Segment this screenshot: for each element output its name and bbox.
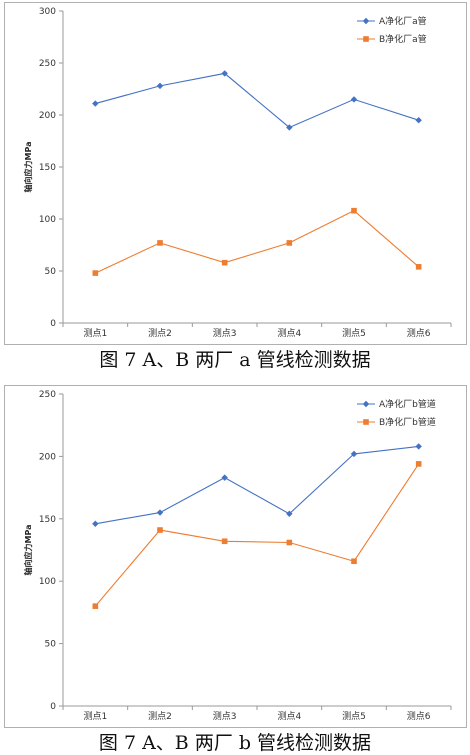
y-tick-label: 0 (50, 702, 56, 712)
y-tick-label: 300 (39, 7, 56, 17)
x-tick-label: 测点2 (148, 328, 172, 339)
series-line-2 (95, 210, 420, 274)
data-point (221, 259, 228, 266)
data-point (156, 509, 164, 516)
data-point (92, 520, 99, 527)
data-point (221, 538, 228, 545)
legend-label: A净化厂b管道 (379, 398, 436, 410)
legend-label: B净化厂b管道 (379, 416, 436, 428)
legend-marker (362, 17, 370, 25)
data-point (350, 450, 358, 458)
legend-marker (363, 36, 369, 42)
data-point (157, 240, 163, 246)
data-point (415, 117, 422, 124)
y-tick-label: 200 (39, 111, 56, 121)
x-tick-label: 测点3 (213, 328, 237, 339)
chart-b-container: 0 50 100 150 200 250 测点1 测点2 测点3 测点4 测点5 测点6 轴向应力MPa… (4, 385, 467, 728)
x-tick-label: 测点4 (277, 711, 301, 722)
legend-marker (363, 419, 369, 425)
x-tick-label: 测点5 (342, 711, 366, 722)
x-tick-label: 测点2 (148, 711, 172, 722)
x-tick-label: 测点1 (83, 711, 107, 722)
data-point (156, 82, 164, 90)
x-tick-label: 测点4 (277, 328, 301, 339)
chart-b-caption: 图 7 A、B 两厂 b 管线检测数据 (98, 732, 372, 754)
data-point (351, 207, 357, 214)
x-tick-label: 测点5 (342, 328, 366, 339)
chart-a-plot: 0 50 100 150 200 250 300 测点1 测点2 测点3 测点4 测点5 测点6 轴向应力… (23, 7, 452, 339)
data-point (286, 124, 293, 131)
data-point (350, 96, 358, 103)
series-line-1 (95, 445, 419, 525)
y-axis-title: 轴向应力MPa (23, 141, 33, 192)
y-axis-title: 轴向应力MPa (23, 524, 33, 575)
y-tick-label: 0 (50, 319, 56, 329)
y-tick-label: 200 (39, 452, 56, 462)
x-tick-label: 测点6 (407, 711, 431, 722)
data-point (92, 100, 99, 107)
legend-label: B净化厂a管 (379, 33, 427, 45)
x-tick-label: 测点6 (407, 328, 431, 339)
chart-b-plot: 0 50 100 150 200 250 测点1 测点2 测点3 测点4 测点5 测点6 轴向应力MPa… (23, 390, 452, 722)
data-point (92, 270, 99, 276)
y-tick-label: 150 (39, 515, 56, 525)
data-point (286, 539, 293, 546)
x-tick-label: 测点3 (213, 711, 237, 722)
data-point (415, 264, 422, 270)
y-tick-label: 250 (39, 390, 56, 400)
y-tick-label: 100 (39, 215, 56, 225)
x-tick-label: 测点1 (83, 328, 107, 339)
y-tick-label: 50 (45, 640, 57, 650)
series-line-2 (94, 463, 420, 607)
legend-marker (362, 400, 370, 408)
data-point (415, 461, 422, 467)
legend-label: A净化厂a管 (379, 15, 427, 27)
data-point (221, 474, 228, 481)
chart-a-container: 0 50 100 150 200 250 300 测点1 测点2 测点3 测点4 测点5 测点6 轴向应力… (4, 2, 467, 345)
y-tick-label: 150 (39, 163, 56, 173)
data-point (286, 240, 293, 246)
data-point (415, 443, 422, 450)
data-point (92, 603, 99, 609)
chart-a-caption: 图 7 A、B 两厂 a 管线检测数据 (99, 349, 371, 371)
y-tick-label: 50 (45, 267, 57, 277)
series-line-1 (95, 72, 419, 129)
y-tick-label: 100 (39, 577, 56, 587)
y-tick-label: 250 (39, 59, 56, 69)
data-point (221, 70, 228, 77)
data-point (351, 558, 357, 565)
data-point (157, 527, 163, 533)
